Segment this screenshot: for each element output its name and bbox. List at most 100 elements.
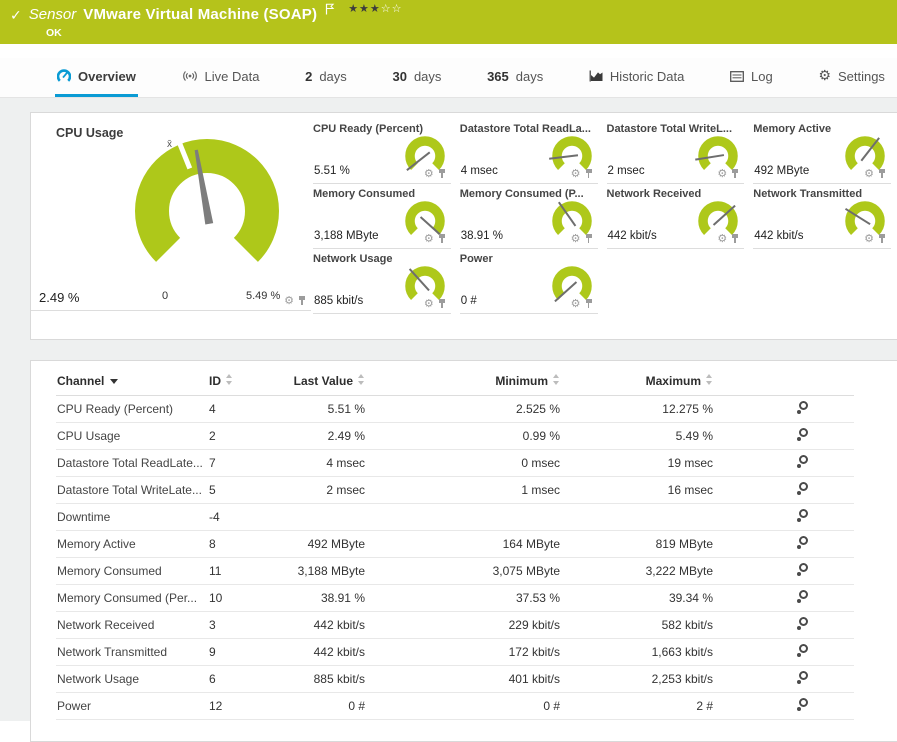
channel-settings-icon[interactable] [796, 400, 809, 414]
channel-settings-icon[interactable] [796, 562, 809, 576]
last-value: 5.51 % [286, 395, 366, 423]
channel-id: 3 [208, 611, 286, 639]
filled-stars[interactable]: ★★★ [348, 3, 381, 15]
channel-settings-icon[interactable] [796, 643, 809, 657]
pin-icon[interactable] [438, 233, 446, 244]
empty-stars[interactable]: ☆☆ [380, 3, 403, 15]
last-value: 0 # [286, 692, 366, 720]
column-header-id[interactable]: ID [208, 367, 286, 396]
last-value: 2.49 % [286, 422, 366, 450]
gear-icon[interactable]: ⚙ [284, 294, 294, 307]
maximum-value: 582 kbit/s [561, 611, 714, 639]
table-row: CPU Ready (Percent) 4 5.51 % 2.525 % 12.275 … [56, 395, 854, 423]
channel-settings-icon[interactable] [796, 589, 809, 603]
gauge-tile-datastore-write[interactable]: Datastore Total WriteL... 2 msec ⚙ [606, 119, 745, 184]
minimum-value: 0 # [366, 692, 561, 720]
maximum-value: 2,253 kbit/s [561, 665, 714, 693]
pin-icon[interactable] [878, 233, 886, 244]
maximum-value: 16 msec [561, 476, 714, 504]
tab-settings[interactable]: ⚙ Settings [816, 58, 887, 97]
channel-settings-icon[interactable] [796, 454, 809, 468]
tab-365-days[interactable]: 365 days [485, 58, 545, 97]
sensor-tabs: Overview Live Data 2 days 30 days 365 da… [0, 58, 897, 98]
tab-overview[interactable]: Overview [55, 58, 138, 97]
column-header-maximum[interactable]: Maximum [561, 367, 714, 396]
gear-icon[interactable]: ⚙ [864, 232, 874, 245]
gauge-title: Datastore Total WriteL... [606, 123, 733, 135]
pin-icon[interactable] [438, 298, 446, 309]
gear-icon[interactable]: ⚙ [423, 167, 434, 180]
gauge-tile-memory-active[interactable]: Memory Active 492 MByte ⚙ [753, 119, 891, 184]
channel-id: 4 [208, 395, 286, 423]
pin-icon[interactable] [298, 295, 306, 306]
pin-icon[interactable] [731, 233, 739, 244]
gauge-tile-datastore-read[interactable]: Datastore Total ReadLa... 4 msec ⚙ [459, 119, 598, 184]
minimum-value: 401 kbit/s [366, 665, 561, 693]
gear-icon[interactable]: ⚙ [423, 297, 434, 310]
channel-settings-icon[interactable] [796, 535, 809, 549]
last-value: 442 kbit/s [286, 611, 366, 639]
column-header-minimum[interactable]: Minimum [366, 367, 561, 396]
tab-historic-data[interactable]: Historic Data [587, 58, 686, 97]
page-content: CPU Usage x̄ 2.49 % 0 5.49 % ⚙ CPU Ready… [0, 98, 897, 742]
pin-icon[interactable] [585, 168, 593, 179]
gauge-tile-memory-consumed[interactable]: Memory Consumed 3,188 MByte ⚙ [313, 184, 451, 249]
gear-icon[interactable]: ⚙ [423, 232, 434, 245]
channel-settings-icon[interactable] [796, 670, 809, 684]
gauge-title: Memory Consumed (P... [459, 188, 584, 200]
channel-settings-icon[interactable] [796, 427, 809, 441]
pin-icon[interactable] [438, 168, 446, 179]
sensor-header: ✓ Sensor VMware Virtual Machine (SOAP) ★… [0, 0, 897, 44]
gauge-chart [551, 266, 592, 303]
minimum-value: 0 msec [366, 449, 561, 477]
flag-icon[interactable] [325, 2, 335, 20]
table-row: Downtime -4 [56, 503, 854, 531]
maximum-value: 19 msec [561, 449, 714, 477]
gauge-tile-power[interactable]: Power 0 # ⚙ [459, 249, 598, 314]
channel-settings-icon[interactable] [796, 697, 809, 711]
last-value: 2 msec [286, 476, 366, 504]
tab-label: Live Data [204, 68, 260, 84]
pin-icon[interactable] [585, 233, 593, 244]
pin-icon[interactable] [878, 168, 886, 179]
gear-icon[interactable]: ⚙ [570, 232, 581, 245]
pin-icon[interactable] [731, 168, 739, 179]
minimum-value: 1 msec [366, 476, 561, 504]
gear-icon[interactable]: ⚙ [864, 167, 874, 180]
gear-icon[interactable]: ⚙ [570, 297, 581, 310]
gauge-tile-memory-consumed-percent[interactable]: Memory Consumed (P... 38.91 % ⚙ [459, 184, 598, 249]
primary-gauge-title: CPU Usage [56, 126, 124, 140]
channel-settings-icon[interactable] [796, 616, 809, 630]
tab-30-days[interactable]: 30 days [390, 58, 443, 97]
gear-icon[interactable]: ⚙ [717, 232, 728, 245]
tab-label: Historic Data [609, 68, 685, 84]
maximum-value: 819 MByte [561, 530, 714, 558]
gear-icon[interactable]: ⚙ [717, 167, 728, 180]
tab-2-days[interactable]: 2 days [303, 58, 349, 97]
pin-icon[interactable] [585, 298, 593, 309]
gauge-tile-network-received[interactable]: Network Received 442 kbit/s ⚙ [606, 184, 745, 249]
channel-settings-icon[interactable] [796, 481, 809, 495]
gauge-tile-cpu-ready[interactable]: CPU Ready (Percent) 5.51 % ⚙ [313, 119, 451, 184]
average-notch [176, 141, 193, 170]
priority-stars[interactable]: ★★★☆☆ [348, 4, 402, 15]
channel-id: 7 [208, 449, 286, 477]
tab-live-data[interactable]: Live Data [180, 58, 262, 97]
minimum-value: 164 MByte [366, 530, 561, 558]
table-row: Datastore Total ReadLate... 7 4 msec 0 msec… [56, 449, 854, 477]
column-header-channel[interactable]: Channel [56, 367, 208, 396]
gauge-tile-network-transmitted[interactable]: Network Transmitted 442 kbit/s ⚙ [753, 184, 891, 249]
tab-label: days [413, 68, 442, 84]
table-row: Memory Consumed (Per... 10 38.91 % 37.53 % 3… [56, 584, 854, 612]
average-marker-label: x̄ [167, 139, 172, 150]
tab-log[interactable]: Log [728, 58, 775, 97]
sensor-title: VMware Virtual Machine (SOAP) [83, 6, 318, 23]
gauge-value: 442 kbit/s [754, 230, 804, 242]
tab-label: Log [751, 68, 773, 84]
gauge-chart [845, 136, 885, 170]
gear-icon[interactable]: ⚙ [570, 167, 581, 180]
gauge-tile-network-usage[interactable]: Network Usage 885 kbit/s ⚙ [313, 249, 451, 314]
channel-settings-icon[interactable] [796, 508, 809, 522]
column-header-last-value[interactable]: Last Value [286, 367, 366, 396]
minimum-value: 0.99 % [366, 422, 561, 450]
